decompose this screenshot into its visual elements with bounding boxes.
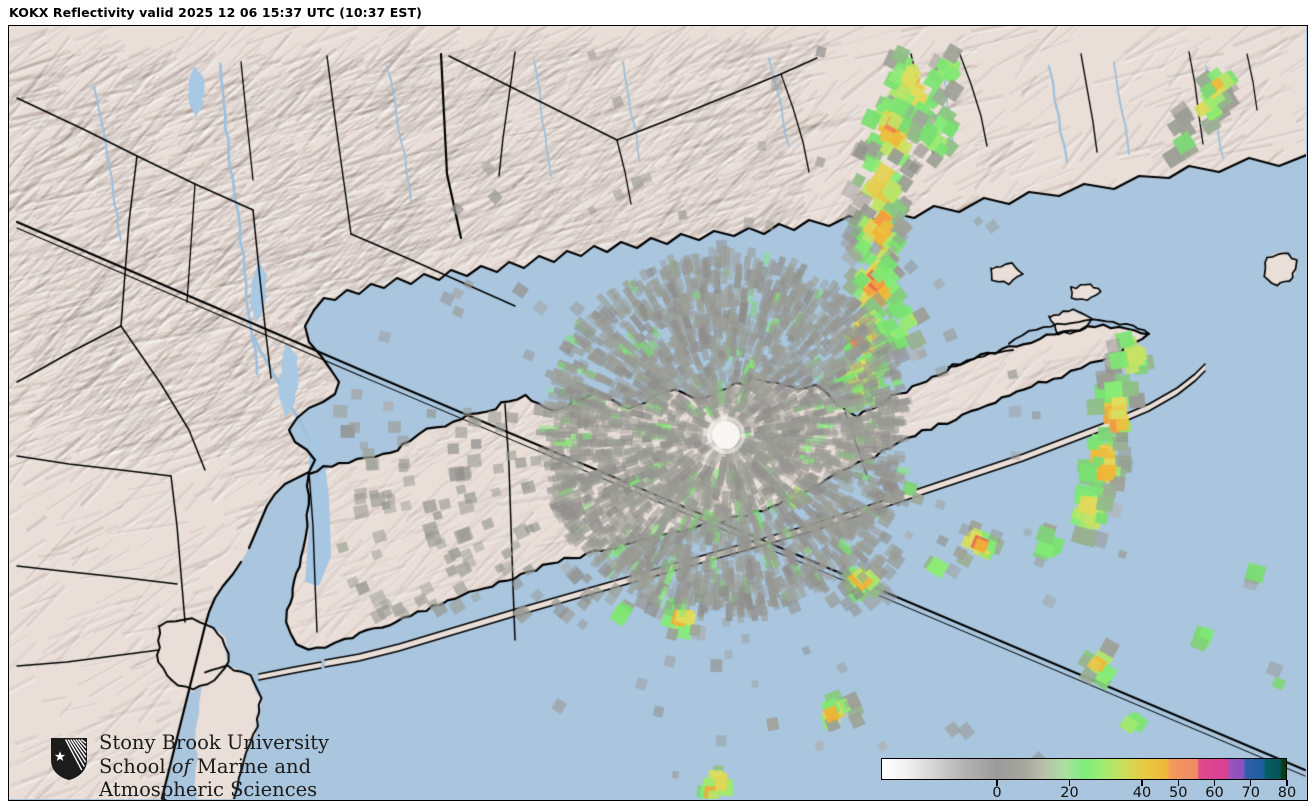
stony-brook-shield	[51, 738, 87, 780]
logo-line-2: School of Marine and	[99, 755, 329, 779]
colorbar-tick-label: 40	[1132, 785, 1152, 801]
colorbar-tick	[996, 780, 998, 786]
colorbar-tick-label: 20	[1060, 785, 1079, 801]
logo-line-2-post: Marine and	[190, 754, 312, 778]
colorbar-tick-label: 60	[1205, 785, 1224, 801]
radar-map-panel[interactable]: 0 20 40 50 60 70 80 Stony Brook University Sch…	[8, 25, 1308, 801]
colorbar-tick	[1068, 780, 1071, 786]
logo-line-1: Stony Brook University	[99, 731, 330, 754]
page-title: KOKX Reflectivity valid 2025 12 06 15:37…	[9, 5, 422, 20]
colorbar-tick-label: 50	[1169, 785, 1188, 801]
colorbar-tick	[1177, 780, 1179, 786]
colorbar-gradient	[881, 758, 1287, 780]
colorbar-tick	[1213, 780, 1216, 786]
radar-reflectivity-map[interactable]	[9, 26, 1306, 799]
logo-line-2-pre: School	[99, 754, 172, 778]
colorbar-tick-label: 70	[1241, 785, 1260, 801]
logo-text: Stony Brook University School of Marine …	[99, 731, 330, 801]
colorbar-ticks	[881, 780, 1288, 786]
colorbar-tick	[1250, 780, 1252, 786]
reflectivity-colorbar: 0 20 40 50 60 70 80	[873, 753, 1296, 801]
colorbar-tick-label: 0	[992, 785, 1002, 801]
colorbar-gradient-fill	[882, 759, 1286, 779]
logo-line-3: Atmospheric Sciences	[99, 778, 318, 801]
stony-brook-logo: Stony Brook University School of Marine …	[49, 731, 329, 800]
logo-line-2-em: of	[171, 754, 191, 778]
colorbar-tick	[1286, 780, 1288, 786]
colorbar-tick-label: 80	[1277, 785, 1297, 801]
colorbar-tick	[1141, 780, 1143, 786]
colorbar-tick-labels: 0 20 40 50 60 70 80	[881, 785, 1296, 801]
